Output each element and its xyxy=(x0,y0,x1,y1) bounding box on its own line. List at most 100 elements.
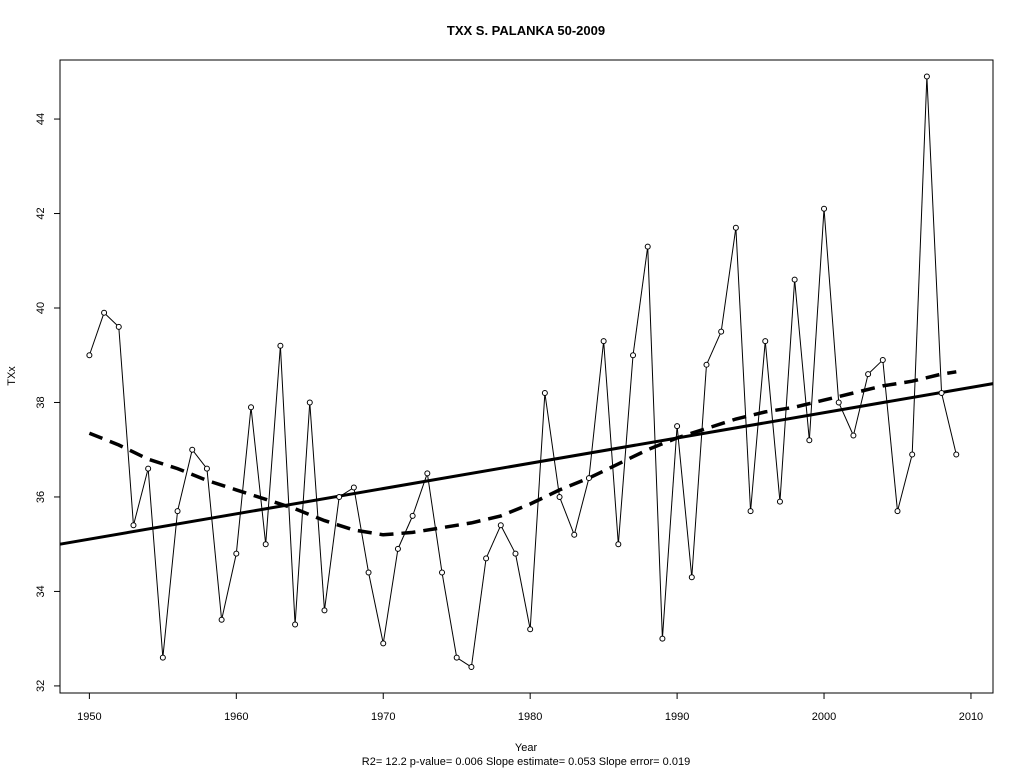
data-point xyxy=(336,493,343,500)
data-line-segment xyxy=(941,395,957,453)
data-line-segment xyxy=(206,471,222,618)
y-axis-label: TXx xyxy=(6,366,18,386)
data-line-segment xyxy=(544,395,560,495)
data-line-segment xyxy=(309,404,325,608)
data-point xyxy=(248,404,255,411)
data-line-segment xyxy=(529,395,546,627)
y-tick-label: 42 xyxy=(35,207,47,219)
data-point xyxy=(468,664,475,671)
data-point xyxy=(571,531,578,538)
data-point xyxy=(688,574,695,581)
data-line-segment xyxy=(398,517,413,547)
plot-area xyxy=(59,73,994,671)
data-point xyxy=(659,635,666,642)
y-axis: 32 34 36 38 40 42 44 xyxy=(35,113,60,692)
data-line-segment xyxy=(647,249,663,637)
data-point xyxy=(380,640,387,647)
data-line-segment xyxy=(265,348,281,542)
data-point xyxy=(541,390,548,397)
data-point xyxy=(585,475,592,482)
data-point xyxy=(747,508,754,515)
data-point xyxy=(189,446,196,453)
data-point xyxy=(439,569,446,576)
data-point xyxy=(674,423,681,430)
data-line-segment xyxy=(294,404,311,623)
x-axis: 1950 1960 1970 1980 1990 2000 2010 xyxy=(77,693,983,723)
y-tick-label: 44 xyxy=(35,113,47,125)
smooth-curve-line xyxy=(88,370,957,537)
data-point xyxy=(453,654,460,661)
data-line-segment xyxy=(632,249,648,353)
data-line-segment xyxy=(869,361,882,373)
x-tick-label: 1960 xyxy=(224,711,248,723)
data-point xyxy=(762,338,769,345)
data-line-segment xyxy=(340,488,353,497)
trend-line xyxy=(59,382,994,546)
data-line-segment xyxy=(193,451,206,467)
data-point xyxy=(630,352,637,359)
data-line-segment xyxy=(618,357,634,542)
data-point xyxy=(292,621,299,628)
data-point xyxy=(953,451,960,458)
data-line-segment xyxy=(118,329,134,523)
data-line-segment xyxy=(882,362,898,509)
data-line-segment xyxy=(441,574,457,656)
data-point xyxy=(203,465,210,472)
data-point xyxy=(909,451,916,458)
data-line-segment xyxy=(721,230,737,330)
data-point xyxy=(174,508,181,515)
data-line-segment xyxy=(911,79,928,452)
data-line-segment xyxy=(662,428,678,637)
data-line-segment xyxy=(735,230,751,509)
data-point xyxy=(365,569,372,576)
data-line-segment xyxy=(458,658,470,667)
data-series xyxy=(86,73,960,671)
data-point xyxy=(233,550,240,557)
data-point xyxy=(644,243,651,250)
data-line-segment xyxy=(853,376,869,434)
data-line-segment xyxy=(471,560,487,665)
data-point xyxy=(821,205,828,212)
data-point xyxy=(527,626,534,633)
data-point xyxy=(218,616,225,623)
data-line-segment xyxy=(368,574,384,642)
data-point xyxy=(732,224,739,231)
data-point xyxy=(615,541,622,548)
data-line-segment xyxy=(147,471,164,656)
data-line-segment xyxy=(588,343,604,476)
data-line-segment xyxy=(839,404,853,434)
data-point xyxy=(409,512,416,519)
data-line-segment xyxy=(926,79,942,391)
data-line-segment xyxy=(691,367,707,575)
data-point xyxy=(556,493,563,500)
data-point xyxy=(115,323,122,330)
data-line-segment xyxy=(236,409,252,552)
smooth-curve xyxy=(88,370,957,537)
data-line-segment xyxy=(105,314,118,326)
data-point xyxy=(130,522,137,529)
data-line-segment xyxy=(221,555,237,618)
data-point xyxy=(101,309,108,316)
x-tick-label: 1950 xyxy=(77,711,101,723)
data-line-segment xyxy=(353,489,369,571)
data-point xyxy=(262,541,269,548)
data-point xyxy=(86,352,93,359)
data-line-segment xyxy=(515,556,531,627)
data-point xyxy=(835,399,842,406)
data-line-segment xyxy=(707,333,721,363)
data-line-segment xyxy=(177,452,193,509)
data-point xyxy=(306,399,313,406)
data-point xyxy=(718,328,725,335)
data-line-segment xyxy=(89,314,104,354)
data-point xyxy=(512,550,519,557)
data-point xyxy=(159,654,166,661)
y-tick-label: 34 xyxy=(35,585,47,597)
data-point xyxy=(277,342,284,349)
data-line-segment xyxy=(559,499,574,533)
x-axis-label: Year xyxy=(515,742,538,754)
data-point xyxy=(321,607,328,614)
data-line-segment xyxy=(764,343,781,500)
data-line-segment xyxy=(427,475,443,571)
data-point xyxy=(350,484,357,491)
data-point xyxy=(145,465,152,472)
